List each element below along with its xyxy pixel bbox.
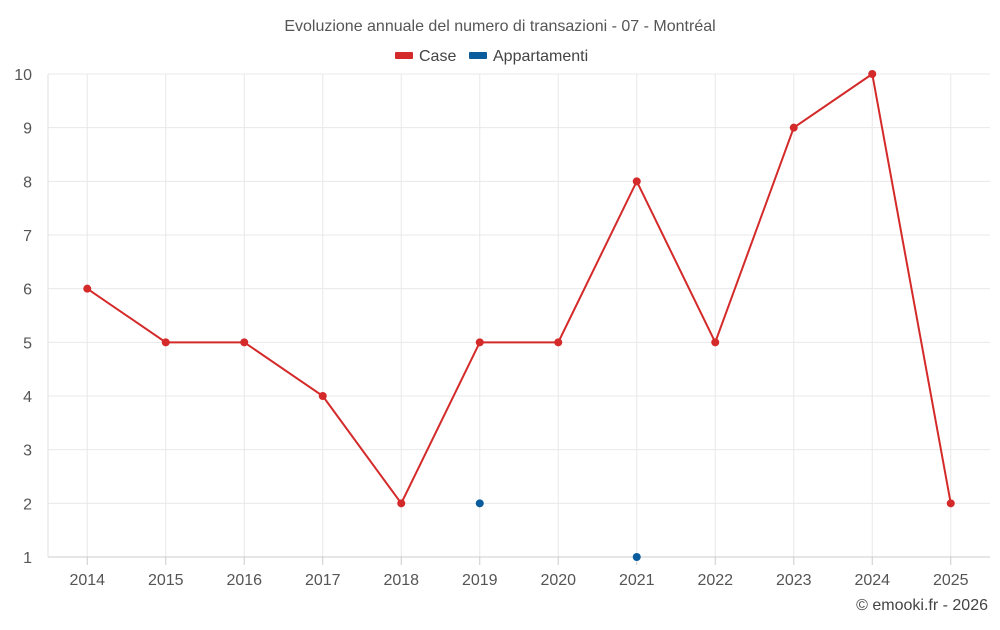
series [83,70,955,561]
data-point-case-2022[interactable] [711,338,720,347]
y-tick-label: 7 [23,228,32,245]
y-tick-label: 3 [23,443,32,460]
data-point-case-2024[interactable] [868,70,877,78]
series-case [83,70,955,508]
credit-text: © emooki.fr - 2026 [856,597,988,614]
data-point-case-2017[interactable] [318,392,327,400]
x-tick-label: 2016 [226,572,262,589]
data-point-case-2015[interactable] [161,338,170,347]
x-tick-label: 2019 [462,572,498,589]
x-tick-label: 2024 [854,572,890,589]
data-point-appartamenti-2021[interactable] [632,553,641,561]
x-tick-label: 2021 [619,572,655,589]
data-point-case-2025[interactable] [946,499,955,508]
data-point-case-2014[interactable] [83,284,92,293]
data-point-case-2016[interactable] [240,338,249,347]
x-tick-label: 2022 [697,572,733,589]
data-point-appartamenti-2019[interactable] [475,499,484,508]
data-point-case-2023[interactable] [789,123,798,132]
series-appartamenti [475,499,641,561]
y-tick-label: 6 [23,282,32,299]
data-point-case-2018[interactable] [397,499,406,508]
legend-item-case[interactable]: Case [395,48,456,65]
y-tick-label: 8 [23,174,32,191]
x-tick-label: 2014 [69,572,105,589]
axes: 1 2 3 4 5 6 7 8 9 10 2014 2015 2016 2017 2018 2019 2020 2… [14,67,990,589]
data-point-case-2019[interactable] [475,338,484,347]
legend-swatch-appartamenti [469,52,487,59]
legend-label-appartamenti: Appartamenti [493,48,588,65]
grid [48,73,990,557]
x-tick-label: 2015 [148,572,184,589]
x-tick-label: 2025 [933,572,969,589]
x-tick-label: 2018 [383,572,419,589]
x-tick-label: 2023 [776,572,812,589]
series-line-case [86,72,952,506]
legend-item-appartamenti[interactable]: Appartamenti [469,48,588,65]
y-tick-label: 4 [23,389,32,406]
y-tick-label: 2 [23,496,32,513]
data-point-case-2020[interactable] [554,338,563,347]
x-tick-label: 2017 [305,572,341,589]
data-point-case-2021[interactable] [632,177,641,186]
x-tick-label: 2020 [540,572,576,589]
chart-title: Evoluzione annuale del numero di transaz… [284,18,715,35]
y-tick-label: 9 [23,121,32,138]
legend: Case Appartamenti [395,48,588,65]
y-tick-label: 1 [23,550,32,567]
y-tick-label: 5 [23,335,32,352]
legend-swatch-case [395,52,413,59]
y-tick-label: 10 [14,67,32,84]
legend-label-case: Case [419,48,456,65]
